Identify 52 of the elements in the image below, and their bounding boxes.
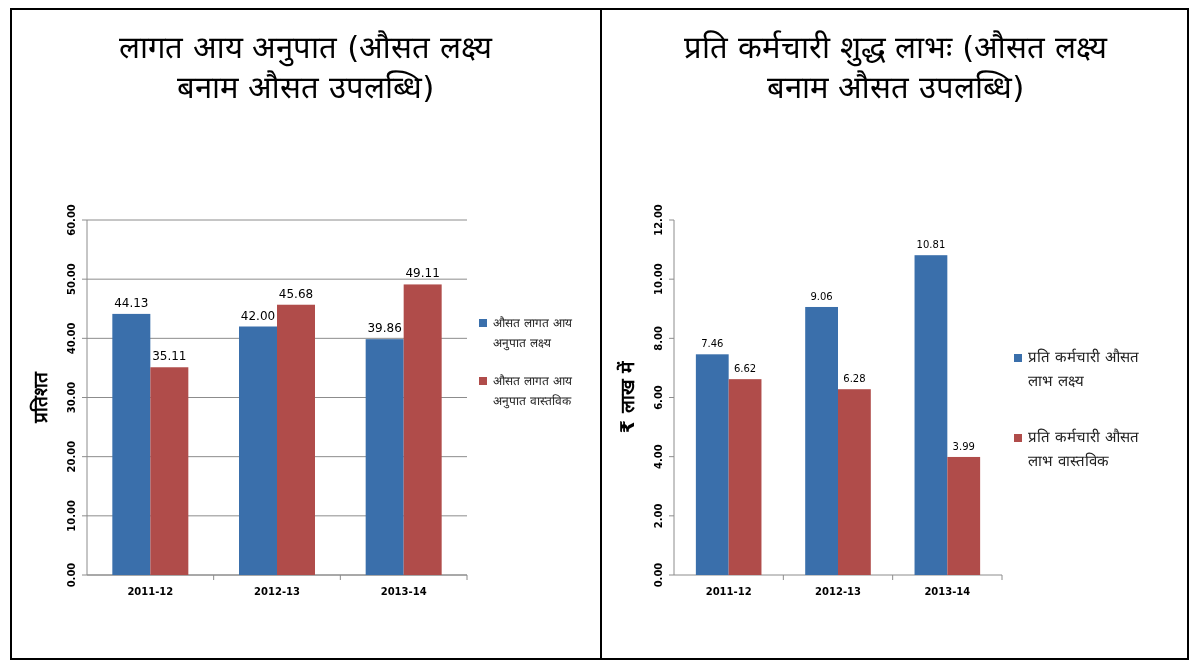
y-tick-label: 40.00 [66,322,77,355]
bar [150,367,189,575]
y-tick-label: 20.00 [66,440,77,473]
y-tick-label: 6.00 [652,385,664,410]
bar [804,306,838,575]
bar [239,326,277,575]
x-tick-label: 2011-12 [705,586,752,597]
bar [695,354,729,575]
data-label: 6.62 [733,363,756,375]
x-tick-label: 2012-13 [814,586,861,597]
data-label: 3.99 [952,440,975,452]
data-label: 6.28 [842,373,866,385]
y-axis-title: प्रतिशत [29,371,51,424]
bar [112,313,151,575]
legend-label: प्रति कर्मचारी औसत लाभ वास्तविक [1027,428,1139,470]
x-tick-label: 2011-12 [127,586,174,597]
y-tick-label: 50.00 [66,263,77,295]
y-tick-label: 30.00 [66,381,77,414]
y-tick-label: 0.00 [66,562,77,588]
data-label: 44.13 [114,295,149,310]
data-label: 49.11 [405,266,440,281]
data-label: 39.86 [367,321,402,336]
data-label: 9.06 [809,290,833,302]
bar [277,304,315,575]
data-label: 7.46 [700,338,723,350]
y-tick-label: 10.00 [66,499,77,532]
bar [837,389,871,575]
data-label: 45.68 [278,286,314,301]
legend-label: औसत लागत आय अनुपात वास्तविक [493,374,573,409]
x-tick-label: 2012-13 [254,586,300,597]
chart-title: प्रति कर्मचारी शुद्ध लाभः (औसत लक्ष्य बनाम औसत उपलब्धि) [683,29,1108,105]
bar [914,255,947,575]
y-tick-label: 8.00 [652,325,664,351]
data-label: 35.11 [152,349,187,364]
data-label: 10.81 [916,239,945,251]
y-tick-label: 0.00 [652,562,664,588]
y-axis-title: ₹ लाख में [615,360,638,434]
legend-label: औसत लागत आय अनुपात लक्ष्य [493,316,573,351]
bar [403,284,442,575]
chart-title: लागत आय अनुपात (औसत लक्ष्य बनाम औसत उपलब्धि) [118,29,494,105]
bar [728,379,761,575]
x-tick-label: 2013-14 [923,586,970,597]
legend-label: प्रति कर्मचारी औसत लाभ लक्ष्य [1027,348,1139,390]
y-tick-label: 12.00 [652,204,664,236]
y-tick-label: 60.00 [66,204,77,236]
bar [365,339,404,575]
x-tick-label: 2013-14 [380,586,427,597]
y-tick-label: 4.00 [652,444,664,470]
y-tick-label: 2.00 [652,503,664,529]
y-tick-label: 10.00 [652,263,664,295]
bar [946,456,980,575]
data-label: 42.00 [240,308,276,323]
